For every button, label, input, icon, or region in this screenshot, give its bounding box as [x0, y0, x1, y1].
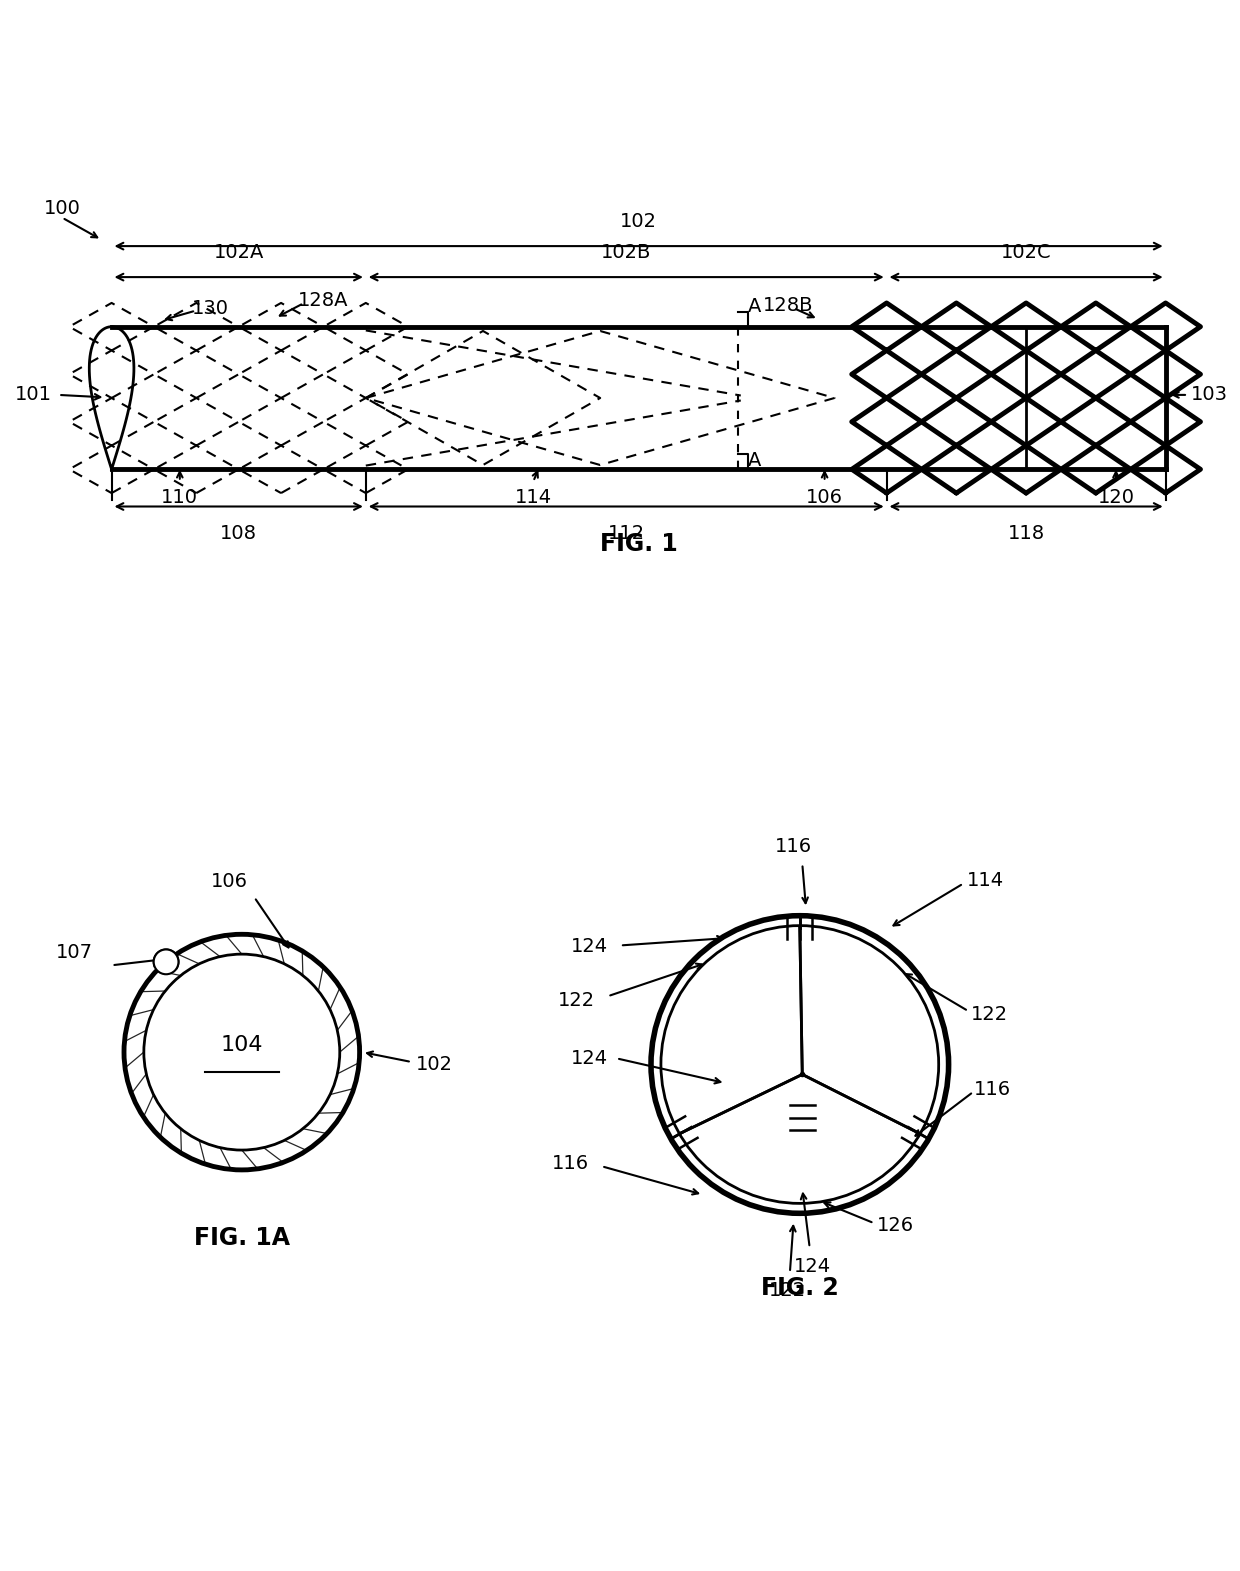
Text: 102: 102 [415, 1056, 453, 1075]
Text: 120: 120 [1097, 489, 1135, 507]
Text: 102: 102 [620, 212, 657, 231]
Text: 116: 116 [775, 837, 812, 856]
Text: 100: 100 [43, 200, 81, 218]
Text: 124: 124 [794, 1257, 831, 1276]
Text: 122: 122 [971, 1005, 1008, 1024]
Text: 110: 110 [161, 489, 198, 507]
Text: 124: 124 [570, 938, 608, 957]
Text: 108: 108 [221, 523, 257, 544]
Text: 114: 114 [515, 489, 552, 507]
Text: 116: 116 [552, 1155, 589, 1174]
Text: FIG. 1: FIG. 1 [600, 531, 677, 556]
Text: A: A [748, 451, 761, 470]
Text: 122: 122 [558, 991, 595, 1010]
Text: 106: 106 [806, 489, 843, 507]
Text: FIG. 2: FIG. 2 [761, 1276, 838, 1299]
Text: 124: 124 [570, 1049, 608, 1068]
Text: 102B: 102B [601, 244, 651, 262]
Text: 126: 126 [877, 1216, 914, 1235]
Text: 118: 118 [1008, 523, 1044, 544]
Text: 107: 107 [56, 944, 93, 963]
Text: 102A: 102A [213, 244, 264, 262]
Text: A: A [748, 297, 761, 316]
Text: FIG. 1A: FIG. 1A [193, 1225, 290, 1251]
Text: 103: 103 [1190, 385, 1228, 404]
Circle shape [154, 949, 179, 974]
Text: 128B: 128B [763, 295, 813, 316]
Text: 116: 116 [973, 1079, 1011, 1098]
Text: 102C: 102C [1001, 244, 1052, 262]
Text: 130: 130 [192, 298, 229, 317]
Text: 112: 112 [608, 523, 645, 544]
Text: 104: 104 [221, 1035, 263, 1054]
Text: 101: 101 [15, 385, 52, 404]
Text: 106: 106 [211, 872, 248, 891]
Text: 114: 114 [967, 872, 1004, 891]
Text: 122: 122 [769, 1282, 806, 1301]
Text: 128A: 128A [298, 291, 348, 309]
